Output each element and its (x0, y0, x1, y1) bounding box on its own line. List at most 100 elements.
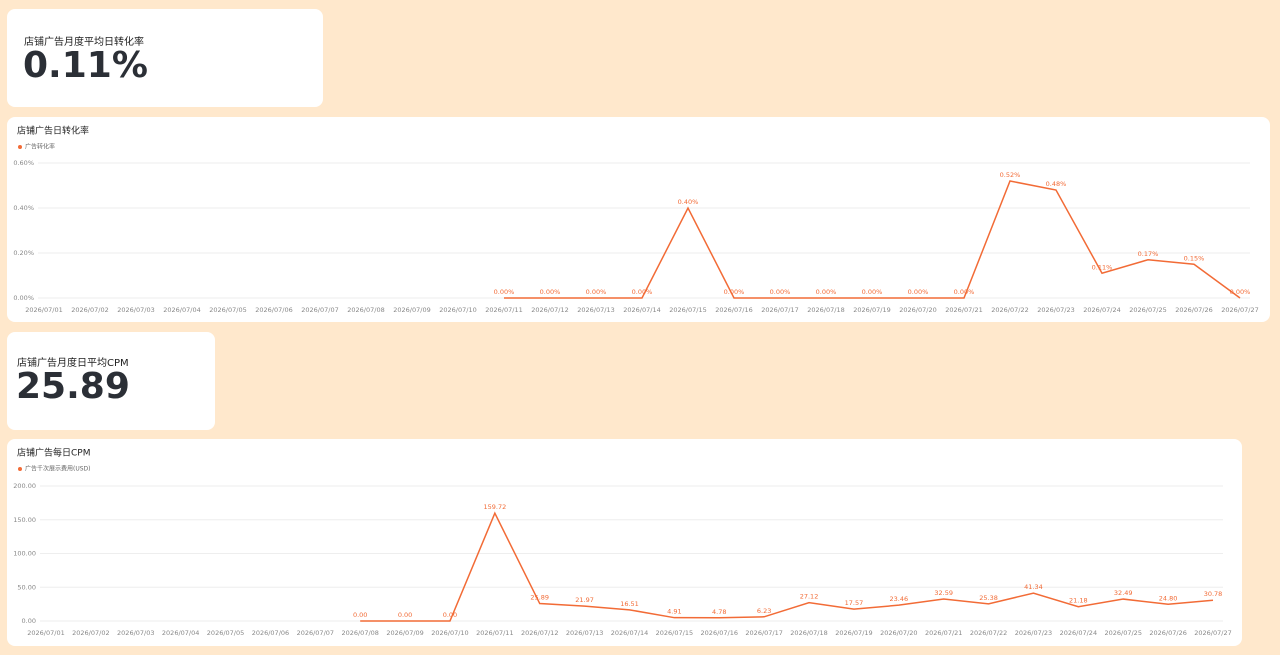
x-tick-label: 2026/07/05 (209, 306, 246, 314)
x-tick-label: 2026/07/10 (439, 306, 476, 314)
data-label: 4.91 (667, 608, 681, 616)
data-label: 25.89 (530, 594, 549, 602)
x-tick-label: 2026/07/06 (255, 306, 292, 314)
x-tick-label: 2026/07/02 (72, 629, 109, 637)
x-tick-label: 2026/07/15 (656, 629, 693, 637)
data-label: 0.17% (1138, 250, 1159, 258)
x-tick-label: 2026/07/12 (531, 306, 568, 314)
x-tick-label: 2026/07/11 (476, 629, 513, 637)
data-label: 159.72 (483, 503, 506, 511)
data-label: 0.00 (398, 611, 412, 619)
x-tick-label: 2026/07/20 (880, 629, 917, 637)
x-tick-label: 2026/07/19 (835, 629, 872, 637)
data-label: 0.00% (954, 288, 975, 296)
legend-marker (18, 145, 22, 149)
data-label: 0.52% (1000, 171, 1021, 179)
y-tick-label: 0.60% (13, 159, 34, 167)
x-tick-label: 2026/07/01 (27, 629, 64, 637)
data-label: 32.49 (1114, 589, 1133, 597)
x-tick-label: 2026/07/27 (1194, 629, 1231, 637)
x-tick-label: 2026/07/18 (790, 629, 827, 637)
x-tick-label: 2026/07/09 (393, 306, 430, 314)
data-label: 16.51 (620, 600, 639, 608)
y-tick-label: 0.40% (13, 204, 34, 212)
data-label: 0.00 (443, 611, 457, 619)
x-tick-label: 2026/07/25 (1104, 629, 1141, 637)
chart: 店铺广告每日CPM 广告千次展示费用(USD) 0.00 50.00 100.00 150… (13, 447, 1231, 638)
x-tick-label: 2026/07/05 (207, 629, 244, 637)
kpi-value: 25.89 (16, 366, 130, 407)
x-tick-label: 2026/07/18 (807, 306, 844, 314)
x-tick-label: 2026/07/13 (577, 306, 614, 314)
x-tick-label: 2026/07/24 (1083, 306, 1120, 314)
y-tick-label: 0.20% (13, 249, 34, 257)
kpi-label: 店铺广告月度平均日转化率 (24, 37, 144, 48)
data-label: 0.00% (724, 288, 745, 296)
y-tick-label: 150.00 (13, 516, 36, 524)
chart-title: 店铺广告日转化率 (17, 125, 89, 137)
data-label: 25.38 (979, 594, 998, 602)
x-tick-label: 2026/07/07 (301, 306, 338, 314)
data-line (360, 511, 1214, 622)
y-tick-label: 0.00 (22, 617, 36, 625)
chart-card: 店铺广告每日CPM 广告千次展示费用(USD) 0.00 50.00 100.00 150… (7, 439, 1242, 646)
x-tick-label: 2026/07/14 (611, 629, 648, 637)
x-tick-label: 2026/07/04 (162, 629, 199, 637)
data-label: 0.00 (353, 611, 367, 619)
data-label: 30.78 (1204, 590, 1223, 598)
x-tick-label: 2026/07/21 (925, 629, 962, 637)
data-label: 0.15% (1184, 254, 1205, 262)
x-tick-label: 2026/07/02 (71, 306, 108, 314)
x-tick-label: 2026/07/08 (341, 629, 378, 637)
data-label: 0.00% (632, 288, 653, 296)
kpi-value: 0.11% (23, 45, 148, 86)
chart-title: 店铺广告每日CPM (17, 447, 90, 459)
x-tick-label: 2026/07/10 (431, 629, 468, 637)
x-tick-label: 2026/07/23 (1015, 629, 1052, 637)
x-tick-label: 2026/07/03 (117, 306, 154, 314)
x-tick-label: 2026/07/23 (1037, 306, 1074, 314)
data-label: 0.48% (1046, 180, 1067, 188)
data-label: 24.80 (1159, 594, 1178, 602)
x-tick-label: 2026/07/13 (566, 629, 603, 637)
x-tick-label: 2026/07/24 (1060, 629, 1097, 637)
x-tick-label: 2026/07/09 (386, 629, 423, 637)
x-tick-label: 2026/07/15 (669, 306, 706, 314)
data-label: 4.78 (712, 608, 726, 616)
x-tick-label: 2026/07/22 (970, 629, 1007, 637)
x-tick-label: 2026/07/17 (745, 629, 782, 637)
kpi-card: 店铺广告月度日平均CPM 25.89 (7, 332, 215, 430)
chart-card: 店铺广告日转化率广告转化率 0.00% 0.20% 0.40% 0.60% 2026/07… (7, 117, 1270, 322)
x-tick-label: 2026/07/04 (163, 306, 200, 314)
data-label: 21.97 (575, 596, 594, 604)
x-tick-label: 2026/07/26 (1175, 306, 1212, 314)
x-tick-label: 2026/07/07 (297, 629, 334, 637)
x-tick-label: 2026/07/22 (991, 306, 1028, 314)
x-tick-label: 2026/07/12 (521, 629, 558, 637)
y-tick-label: 50.00 (17, 583, 36, 591)
x-tick-label: 2026/07/03 (117, 629, 154, 637)
x-tick-label: 2026/07/26 (1149, 629, 1186, 637)
data-label: 0.00% (540, 288, 561, 296)
data-label: 27.12 (800, 593, 819, 601)
legend-marker (18, 467, 22, 471)
x-tick-label: 2026/07/27 (1221, 306, 1258, 314)
kpi-card: 店铺广告月度平均日转化率 0.11% (7, 9, 323, 107)
y-tick-label: 100.00 (13, 550, 36, 558)
x-tick-label: 2026/07/17 (761, 306, 798, 314)
x-tick-label: 2026/07/01 (25, 306, 62, 314)
x-tick-label: 2026/07/16 (715, 306, 752, 314)
x-tick-label: 2026/07/16 (701, 629, 738, 637)
data-label: 0.00% (862, 288, 883, 296)
data-label: 6.23 (757, 607, 771, 615)
x-tick-label: 2026/07/25 (1129, 306, 1166, 314)
x-tick-label: 2026/07/20 (899, 306, 936, 314)
data-label: 41.34 (1024, 583, 1043, 591)
x-tick-label: 2026/07/21 (945, 306, 982, 314)
legend-label: 广告转化率 (25, 143, 55, 151)
data-label: 17.57 (845, 599, 864, 607)
data-label: 0.00% (770, 288, 791, 296)
x-tick-label: 2026/07/14 (623, 306, 660, 314)
data-label: 32.59 (934, 589, 953, 597)
